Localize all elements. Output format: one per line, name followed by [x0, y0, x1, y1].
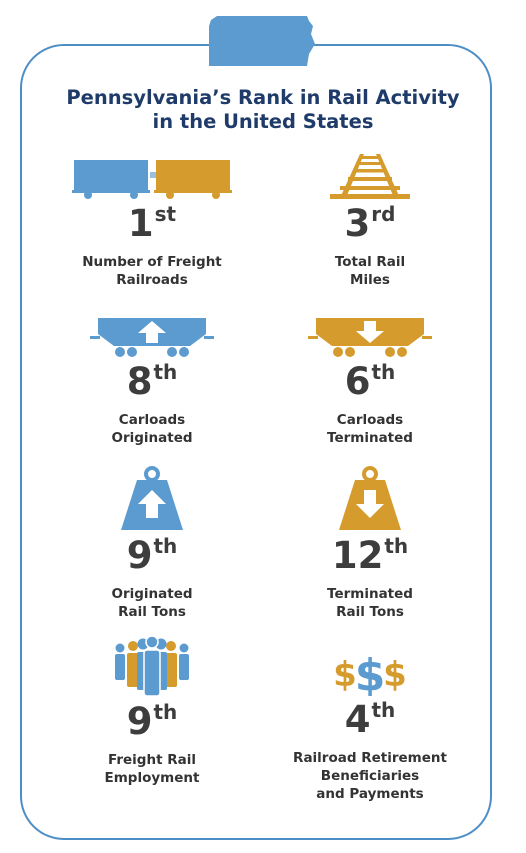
svg-text:$: $ — [333, 655, 357, 695]
pennsylvania-state-icon — [209, 16, 315, 66]
rank-value: 12th — [331, 534, 409, 577]
stat-carloads-terminated: 6th Carloads Terminated — [265, 316, 475, 447]
rank-value: 9th — [126, 700, 178, 743]
title-line-1: Pennsylvania’s Rank in Rail Activity — [66, 86, 460, 109]
rail-track-icon — [330, 154, 410, 199]
stat-carloads-originated: 8th Carloads Originated — [47, 316, 257, 447]
stat-label: Number of Freight Railroads — [82, 254, 222, 288]
weight-up-icon — [121, 466, 183, 530]
stat-freight-rail-employment: 9th Freight Rail Employment — [47, 636, 257, 787]
stat-label: Originated Rail Tons — [111, 586, 193, 620]
stat-originated-rail-tons: 9th Originated Rail Tons — [47, 466, 257, 621]
stat-total-rail-miles: 3rd Total Rail Miles — [265, 152, 475, 289]
freight-cars-icon — [72, 160, 232, 199]
hopper-car-down-icon — [308, 318, 432, 357]
rank-value: 1st — [127, 202, 177, 245]
stat-label: Carloads Terminated — [327, 412, 413, 446]
title-line-2: in the United States — [152, 110, 374, 133]
rank-value: 8th — [126, 360, 178, 403]
rank-value: 3rd — [344, 202, 396, 245]
page-title: Pennsylvania’s Rank in Rail Activity in … — [30, 86, 496, 134]
stat-label: Carloads Originated — [111, 412, 193, 446]
rank-value: 6th — [344, 360, 396, 403]
hopper-car-up-icon — [90, 318, 214, 357]
people-group-icon — [115, 636, 189, 697]
rank-value: 9th — [126, 534, 178, 577]
dollar-signs-icon: $ $ $ — [333, 650, 407, 696]
stat-label: Freight Rail Employment — [104, 752, 200, 786]
stat-freight-railroads: 1st Number of Freight Railroads — [47, 158, 257, 289]
stat-label: Terminated Rail Tons — [327, 586, 413, 620]
stat-railroad-retirement: $ $ $ 4th Railroad Retirement Beneficiari… — [265, 648, 475, 803]
stat-terminated-rail-tons: 12th Terminated Rail Tons — [265, 466, 475, 621]
stat-label: Railroad Retirement Beneficiaries and Paym… — [293, 750, 447, 802]
weight-down-icon — [339, 466, 401, 530]
stat-label: Total Rail Miles — [334, 254, 406, 288]
svg-text:$: $ — [383, 655, 407, 695]
rank-value: 4th — [344, 698, 396, 741]
svg-text:$: $ — [355, 650, 386, 696]
